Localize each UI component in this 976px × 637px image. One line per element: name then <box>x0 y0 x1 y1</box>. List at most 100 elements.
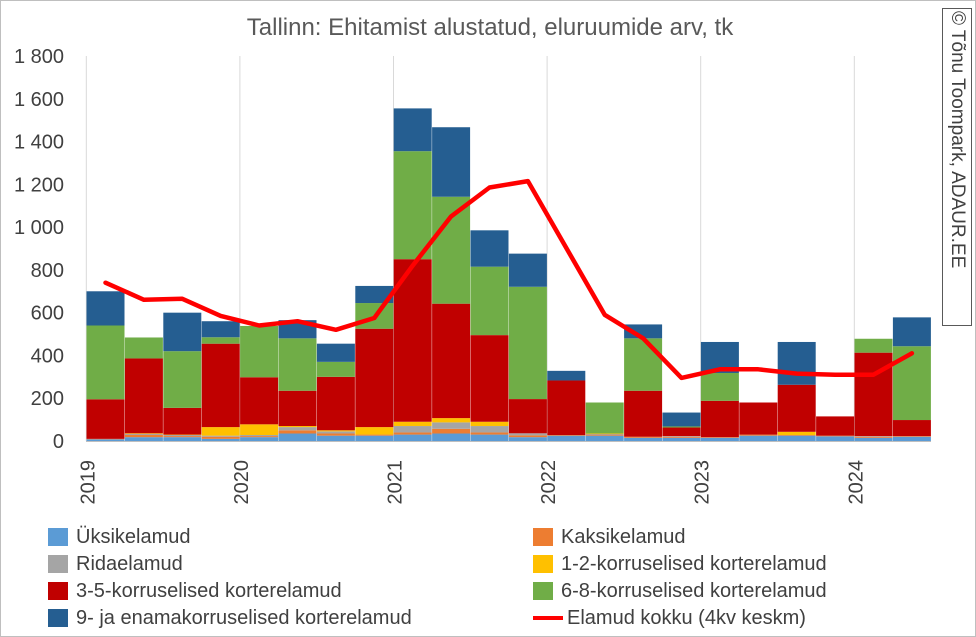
bar-segment <box>355 285 394 304</box>
bar-segment <box>777 435 816 441</box>
bar-segment <box>316 435 355 441</box>
legend-swatch <box>48 582 68 600</box>
bar-segment <box>278 433 317 441</box>
legend-item: 3-5-korruselised korterelamud <box>48 578 342 604</box>
bar-segment <box>163 435 202 437</box>
bar-segment <box>86 325 125 400</box>
legend-swatch <box>48 609 68 627</box>
bar-segment <box>508 399 547 434</box>
legend: Üksikelamud Kaksikelamud Ridaelamud 1-2-kor… <box>48 524 928 632</box>
bar-segment <box>124 433 163 436</box>
bar-segment <box>892 436 931 441</box>
bar-segment <box>240 435 279 437</box>
bars-layer <box>86 108 931 441</box>
bar-segment <box>240 377 279 425</box>
bar-segment <box>739 435 778 441</box>
bar-segment <box>585 433 624 435</box>
bar-segment <box>240 436 279 438</box>
bar-segment <box>432 433 471 441</box>
bar-segment <box>201 321 240 338</box>
bar-segment <box>316 361 355 377</box>
bar-segment <box>432 418 471 423</box>
bar-segment <box>854 436 893 438</box>
legend-label: 6-8-korruselised korterelamud <box>561 579 827 602</box>
bar-segment <box>316 430 355 432</box>
legend-swatch <box>48 555 68 573</box>
bar-segment <box>240 437 279 441</box>
x-tick-label: 2023 <box>692 460 714 505</box>
legend-swatch <box>48 528 68 546</box>
bar-segment <box>124 433 163 434</box>
bar-segment <box>163 437 202 441</box>
bar-segment <box>508 286 547 400</box>
bar-segment <box>700 400 739 438</box>
x-tick-label: 2022 <box>538 460 560 505</box>
bar-segment <box>355 434 394 436</box>
bar-segment <box>432 303 471 419</box>
legend-label: Kaksikelamud <box>561 525 686 548</box>
legend-item: 6-8-korruselised korterelamud <box>533 578 827 604</box>
bar-segment <box>240 424 279 436</box>
bar-segment <box>547 435 586 441</box>
bar-segment <box>86 399 125 439</box>
bar-segment <box>739 434 778 436</box>
bar-segment <box>470 426 509 433</box>
bar-segment <box>854 436 893 437</box>
bar-segment <box>432 422 471 429</box>
bar-segment <box>124 437 163 441</box>
y-tick-label: 1 600 <box>14 89 64 111</box>
bar-segment <box>201 436 240 439</box>
bar-segment <box>892 420 931 437</box>
bar-segment <box>508 437 547 441</box>
bar-segment <box>662 436 701 437</box>
bar-segment <box>124 337 163 359</box>
bar-segment <box>508 433 547 436</box>
legend-label: Ridaelamud <box>76 552 183 575</box>
bar-segment <box>547 370 586 381</box>
bar-segment <box>163 436 202 438</box>
bar-segment <box>700 437 739 438</box>
y-tick-label: 1 800 <box>14 46 64 68</box>
bar-segment <box>624 338 663 391</box>
y-tick-label: 1 200 <box>14 174 64 196</box>
y-tick-label: 1 000 <box>14 217 64 239</box>
legend-item: Elamud kokku (4kv keskm) <box>533 605 806 631</box>
bar-segment <box>585 402 624 434</box>
bar-segment <box>816 436 855 441</box>
bar-segment <box>662 436 701 438</box>
legend-item: Kaksikelamud <box>533 524 686 550</box>
legend-line-marker <box>533 616 563 620</box>
bar-segment <box>816 435 855 437</box>
bar-segment <box>86 291 125 326</box>
y-tick-label: 0 <box>53 431 64 453</box>
bar-segment <box>892 436 931 437</box>
bar-segment <box>316 431 355 434</box>
bar-segment <box>854 338 893 353</box>
bar-segment <box>700 437 739 441</box>
bar-segment <box>662 426 701 428</box>
x-tick-label: 2020 <box>231 460 253 505</box>
legend-item: 9- ja enamakorruselised korterelamud <box>48 605 412 631</box>
bar-segment <box>777 341 816 385</box>
legend-label: Üksikelamud <box>76 525 191 548</box>
bar-segment <box>585 435 624 441</box>
axis-layer: 0 200 400 600 800 1 000 1 200 1 400 1 600 1 800 20… <box>14 46 931 505</box>
bar-segment <box>201 337 240 344</box>
bar-segment <box>624 390 663 437</box>
watermark-box: © Tõnu Toompark, ADAUR.EE <box>942 8 972 326</box>
bar-segment <box>163 312 202 352</box>
grid-layer <box>85 56 855 441</box>
bar-segment <box>355 427 394 435</box>
bar-segment <box>624 437 663 441</box>
bar-segment <box>662 427 701 437</box>
bar-segment <box>777 384 816 432</box>
bar-segment <box>201 438 240 441</box>
bar-segment <box>739 402 778 435</box>
bar-segment <box>508 253 547 287</box>
bar-segment <box>585 434 624 436</box>
bar-segment <box>470 230 509 267</box>
legend-swatch <box>533 582 553 600</box>
bar-segment <box>547 435 586 436</box>
bar-segment <box>432 196 471 304</box>
